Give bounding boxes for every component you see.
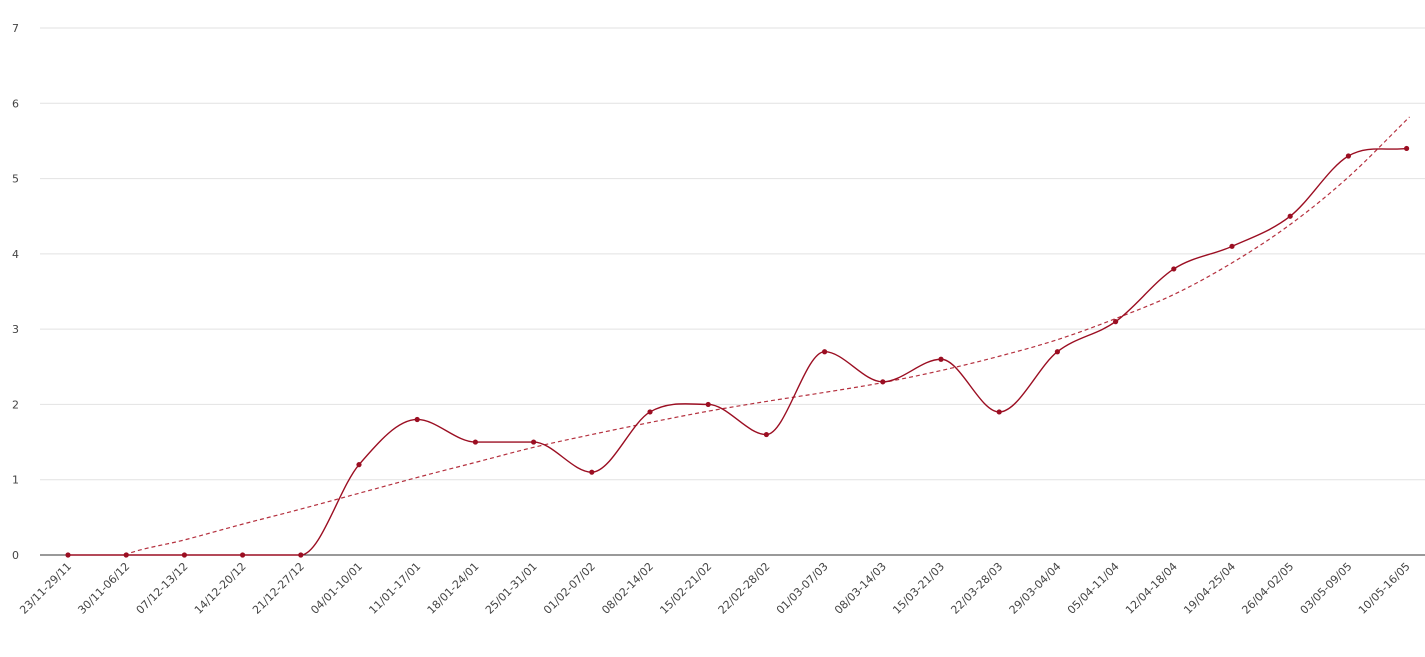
data-point xyxy=(647,409,653,415)
data-point xyxy=(65,552,71,558)
x-tick-label: 25/01-31/01 xyxy=(483,560,540,617)
data-point xyxy=(1345,153,1351,159)
x-tick-label: 10/05-16/05 xyxy=(1356,560,1413,617)
trendline-group xyxy=(124,116,1410,556)
data-point xyxy=(356,462,362,468)
x-tick-label: 11/01-17/01 xyxy=(366,560,423,617)
data-point xyxy=(705,401,711,408)
series-line xyxy=(68,147,1407,556)
x-tick-label: 22/02-28/02 xyxy=(716,560,773,617)
y-tick-label: 4 xyxy=(12,248,19,261)
data-point xyxy=(531,439,537,445)
data-point xyxy=(763,431,770,438)
x-tick-label: 08/03-14/03 xyxy=(832,560,889,617)
x-axis-ticks: 23/11-29/11 30/11-06/12 07/12-13/12 14/12-2… xyxy=(17,560,1412,617)
data-point xyxy=(181,552,187,558)
x-tick-label: 23/11-29/11 xyxy=(17,560,74,617)
data-point xyxy=(1171,266,1177,272)
y-tick-label: 0 xyxy=(12,549,19,562)
x-tick-label: 22/03-28/03 xyxy=(948,560,1005,617)
x-tick-label: 07/12-13/12 xyxy=(134,560,191,617)
x-tick-label: 04/01-10/01 xyxy=(308,560,365,617)
data-point xyxy=(1113,319,1119,325)
y-axis-ticks: 0 1 2 3 4 5 6 7 xyxy=(12,22,19,562)
y-tick-label: 3 xyxy=(12,323,19,336)
x-tick-label: 29/03-04/04 xyxy=(1007,560,1064,617)
x-tick-label: 08/02-14/02 xyxy=(599,560,656,617)
data-point xyxy=(996,409,1002,415)
data-point xyxy=(298,552,304,558)
x-tick-label: 03/05-09/05 xyxy=(1298,560,1355,617)
x-tick-label: 21/12-27/12 xyxy=(250,560,307,617)
series-group xyxy=(65,145,1410,558)
x-tick-label: 15/03-21/03 xyxy=(890,560,947,617)
data-point xyxy=(589,469,595,475)
data-point xyxy=(123,552,129,558)
x-tick-label: 26/04-02/05 xyxy=(1239,560,1296,617)
data-point xyxy=(1229,243,1235,249)
data-point xyxy=(880,379,886,385)
x-tick-label: 18/01-24/01 xyxy=(425,560,482,617)
x-tick-label: 12/04-18/04 xyxy=(1123,560,1180,617)
x-tick-label: 15/02-21/02 xyxy=(657,560,714,617)
data-point xyxy=(1054,349,1060,355)
gridlines xyxy=(40,27,1425,481)
data-point xyxy=(1287,213,1293,219)
trendline xyxy=(124,116,1410,556)
y-tick-label: 2 xyxy=(12,398,19,411)
x-tick-label: 14/12-20/12 xyxy=(192,560,249,617)
y-tick-label: 6 xyxy=(12,97,19,110)
data-point xyxy=(822,349,828,355)
data-point xyxy=(472,439,478,445)
x-tick-label: 19/04-25/04 xyxy=(1181,560,1238,617)
x-tick-label: 05/04-11/04 xyxy=(1065,560,1122,617)
x-tick-label: 30/11-06/12 xyxy=(75,560,132,617)
data-point xyxy=(938,356,944,362)
y-tick-label: 5 xyxy=(12,173,19,186)
data-point xyxy=(414,416,420,423)
x-tick-label: 01/02-07/02 xyxy=(541,560,598,617)
y-tick-label: 1 xyxy=(12,474,19,487)
y-tick-label: 7 xyxy=(12,22,19,35)
data-point xyxy=(1404,145,1410,152)
data-point xyxy=(240,552,246,558)
x-tick-label: 01/03-07/03 xyxy=(774,560,831,617)
